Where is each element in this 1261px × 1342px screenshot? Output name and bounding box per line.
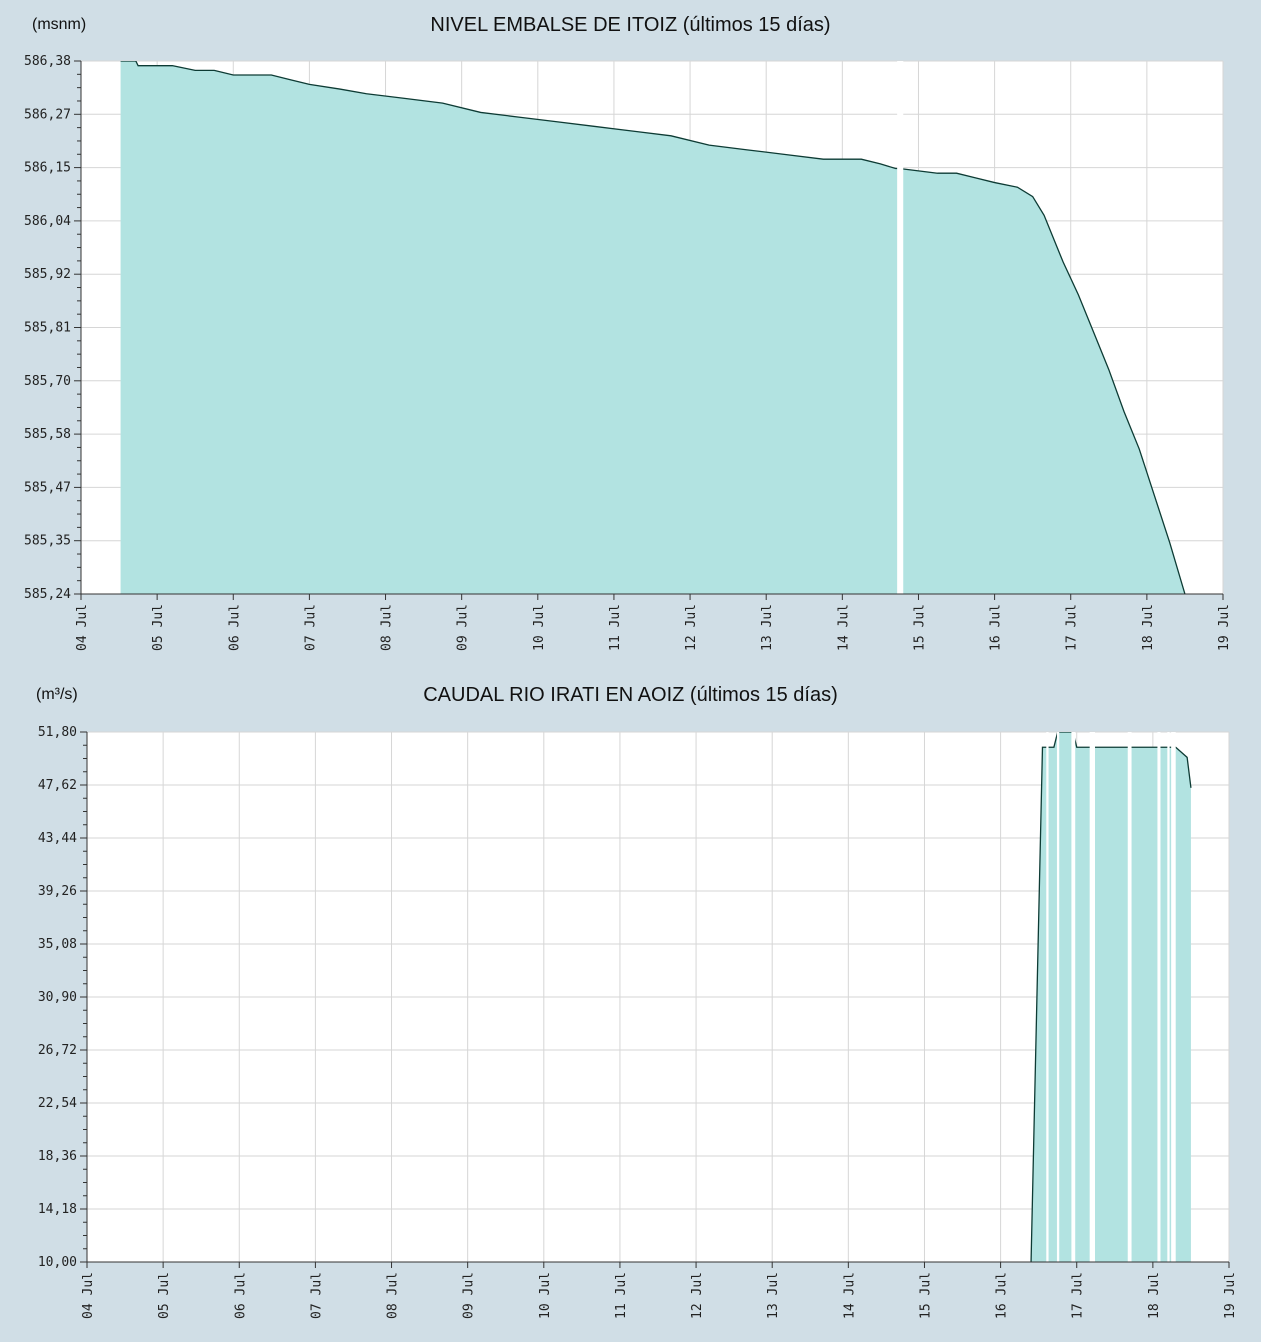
x-tick-label: 10 Jul [538,1272,553,1319]
y-tick-label: 586,38 [24,54,71,69]
data-gap [897,61,904,594]
x-tick-label: 17 Jul [1071,1272,1086,1319]
x-tick-label: 08 Jul [380,604,395,651]
x-tick-label: 07 Jul [309,1272,324,1319]
flow-plot-area: 51,80 47,62 43,44 39,26 35,08 30,90 26,72 22,54… [38,725,1238,1319]
x-tick-label: 14 Jul [842,1272,857,1319]
x-tick-label: 14 Jul [836,604,851,651]
y-tick-label: 586,27 [24,107,71,122]
y-tick-label: 585,70 [24,374,71,389]
x-tick-label: 18 Jul [1147,1272,1162,1319]
x-tick-label: 15 Jul [918,1272,933,1319]
data-gap [1089,732,1096,1262]
y-tick-label: 585,92 [24,267,71,282]
y-unit-label: (msnm) [32,16,87,33]
x-tick-label: 05 Jul [157,1272,172,1319]
y-tick-label: 39,26 [38,884,77,899]
y-tick-label: 585,58 [24,427,71,442]
data-gap [1167,732,1170,1262]
y-tick-label: 586,15 [24,161,71,176]
x-tick-label: 18 Jul [1141,604,1156,651]
x-tick-label: 04 Jul [81,1272,96,1319]
data-gap [1171,732,1176,1262]
y-tick-label: 585,47 [24,480,71,495]
y-tick-label: 10,00 [38,1255,77,1270]
x-tick-label: 16 Jul [989,604,1004,651]
x-tick-label: 12 Jul [684,604,699,651]
data-gap [1071,732,1076,1262]
x-tick-label: 11 Jul [608,604,623,651]
y-unit-label: (m³/s) [36,686,78,703]
y-tick-label: 586,04 [24,214,71,229]
data-gap [1056,732,1060,1262]
y-tick-label: 26,72 [38,1043,77,1058]
x-tick-label: 19 Jul [1223,1272,1238,1319]
x-tick-label: 15 Jul [912,604,927,651]
x-tick-label: 11 Jul [614,1272,629,1319]
data-gap [1046,732,1049,1262]
series-area [120,61,1185,594]
x-tick-label: 10 Jul [532,604,547,651]
x-tick-label: 09 Jul [456,604,471,651]
x-tick-label: 06 Jul [233,1272,248,1319]
y-tick-label: 30,90 [38,990,77,1005]
x-tick-label: 19 Jul [1217,604,1232,651]
series-group [120,61,1186,594]
reservoir-level-chart: (msnm) NIVEL EMBALSE DE ITOIZ (últimos 1… [0,0,1261,668]
y-tick-label: 585,24 [24,587,71,602]
x-tick-label: 12 Jul [690,1272,705,1319]
x-tick-label: 07 Jul [303,604,318,651]
x-tick-label: 13 Jul [760,604,775,651]
y-tick-label: 35,08 [38,937,77,952]
series-area [1031,732,1191,1262]
y-tick-label: 43,44 [38,831,77,846]
data-gap [1127,732,1132,1262]
level-plot-area: 586,38 586,27 586,15 586,04 585,92 585,81 585,… [24,54,1232,651]
x-tick-label: 04 Jul [75,604,90,651]
chart-title: CAUDAL RIO IRATI EN AOIZ (últimos 15 día… [423,684,838,706]
series-group [1030,732,1192,1262]
y-tick-label: 585,35 [24,534,71,549]
y-tick-label: 22,54 [38,1096,77,1111]
y-tick-label: 18,36 [38,1149,77,1164]
chart-title: NIVEL EMBALSE DE ITOIZ (últimos 15 días) [430,14,831,36]
x-tick-label: 08 Jul [386,1272,401,1319]
y-tick-label: 14,18 [38,1202,77,1217]
data-gap [1157,732,1161,1262]
x-tick-label: 16 Jul [995,1272,1010,1319]
x-tick-label: 06 Jul [227,604,242,651]
x-tick-label: 17 Jul [1065,604,1080,651]
x-tick-label: 09 Jul [462,1272,477,1319]
river-flow-chart: (m³/s) CAUDAL RIO IRATI EN AOIZ (últimos… [0,670,1261,1342]
x-tick-label: 13 Jul [766,1272,781,1319]
y-tick-label: 47,62 [38,778,77,793]
y-tick-label: 585,81 [24,321,71,336]
series-line [120,61,1186,594]
y-tick-label: 51,80 [38,725,77,740]
x-tick-label: 05 Jul [151,604,166,651]
